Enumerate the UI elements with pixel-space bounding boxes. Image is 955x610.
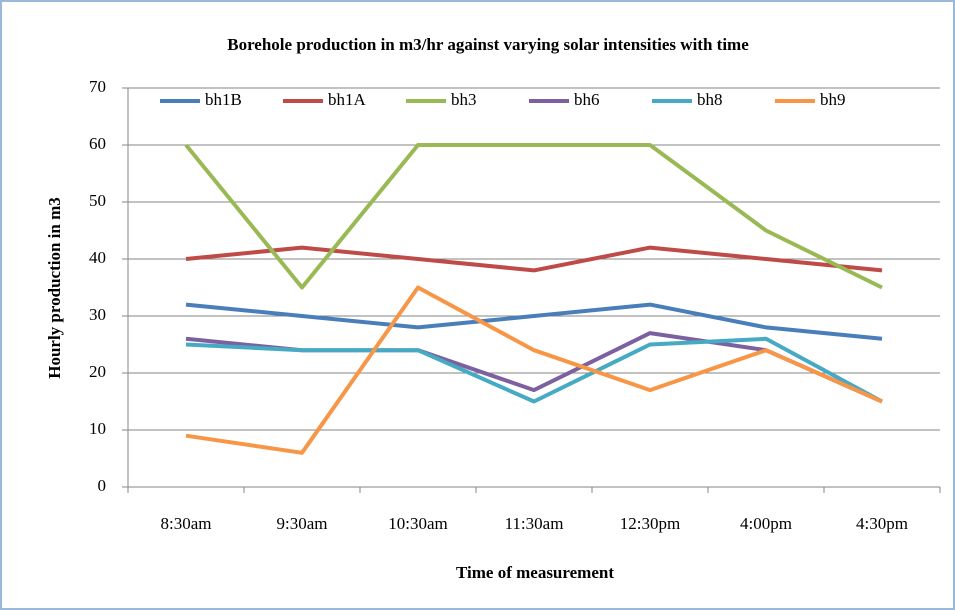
y-axis-title: Hourly production in m3 [45, 197, 64, 379]
series-line [185, 285, 883, 455]
legend-label: bh1A [328, 90, 367, 109]
y-tick-label: 60 [89, 134, 106, 153]
x-tick-label: 10:30am [388, 514, 448, 533]
legend-label: bh8 [697, 90, 723, 109]
legend-label: bh9 [820, 90, 846, 109]
x-tick-label: 11:30am [505, 514, 564, 533]
y-tick-label: 50 [89, 191, 106, 210]
legend-label: bh1B [205, 90, 242, 109]
series-line [185, 336, 883, 404]
legend-label: bh6 [574, 90, 600, 109]
x-tick-label: 4:30pm [856, 514, 908, 533]
series-line [185, 245, 883, 273]
x-tick-label: 4:00pm [740, 514, 792, 533]
y-tick-label: 70 [89, 77, 106, 96]
y-tick-label: 20 [89, 362, 106, 381]
y-tick-label: 40 [89, 248, 106, 267]
y-tick-label: 0 [98, 476, 107, 495]
series-line [184, 143, 883, 290]
x-tick-label: 8:30am [161, 514, 212, 533]
legend-label: bh3 [451, 90, 477, 109]
y-tick-label: 30 [89, 305, 106, 324]
y-tick-label: 10 [89, 419, 106, 438]
x-tick-label: 12:30pm [620, 514, 680, 533]
x-axis-title: Time of measurement [456, 563, 614, 582]
chart-title: Borehole production in m3/hr against var… [227, 35, 749, 54]
series-line [185, 302, 883, 341]
x-tick-label: 9:30am [277, 514, 328, 533]
